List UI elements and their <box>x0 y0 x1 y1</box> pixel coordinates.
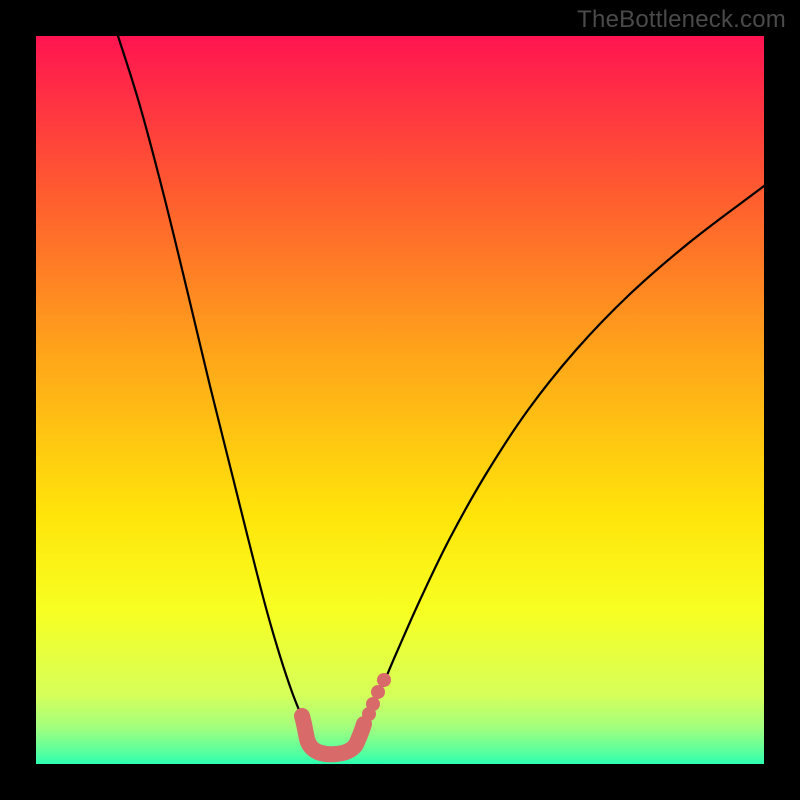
chart-frame: TheBottleneck.com <box>0 0 800 800</box>
watermark-text: TheBottleneck.com <box>577 6 786 34</box>
curve-group <box>118 36 764 724</box>
chart-svg <box>0 0 800 800</box>
marker-dot <box>371 685 385 699</box>
marker-trough <box>302 716 364 754</box>
marker-dot <box>377 673 391 687</box>
marker-dot <box>366 697 380 711</box>
marker-group <box>302 673 391 754</box>
curve-left-arm <box>118 36 304 722</box>
curve-right-arm <box>364 186 764 724</box>
